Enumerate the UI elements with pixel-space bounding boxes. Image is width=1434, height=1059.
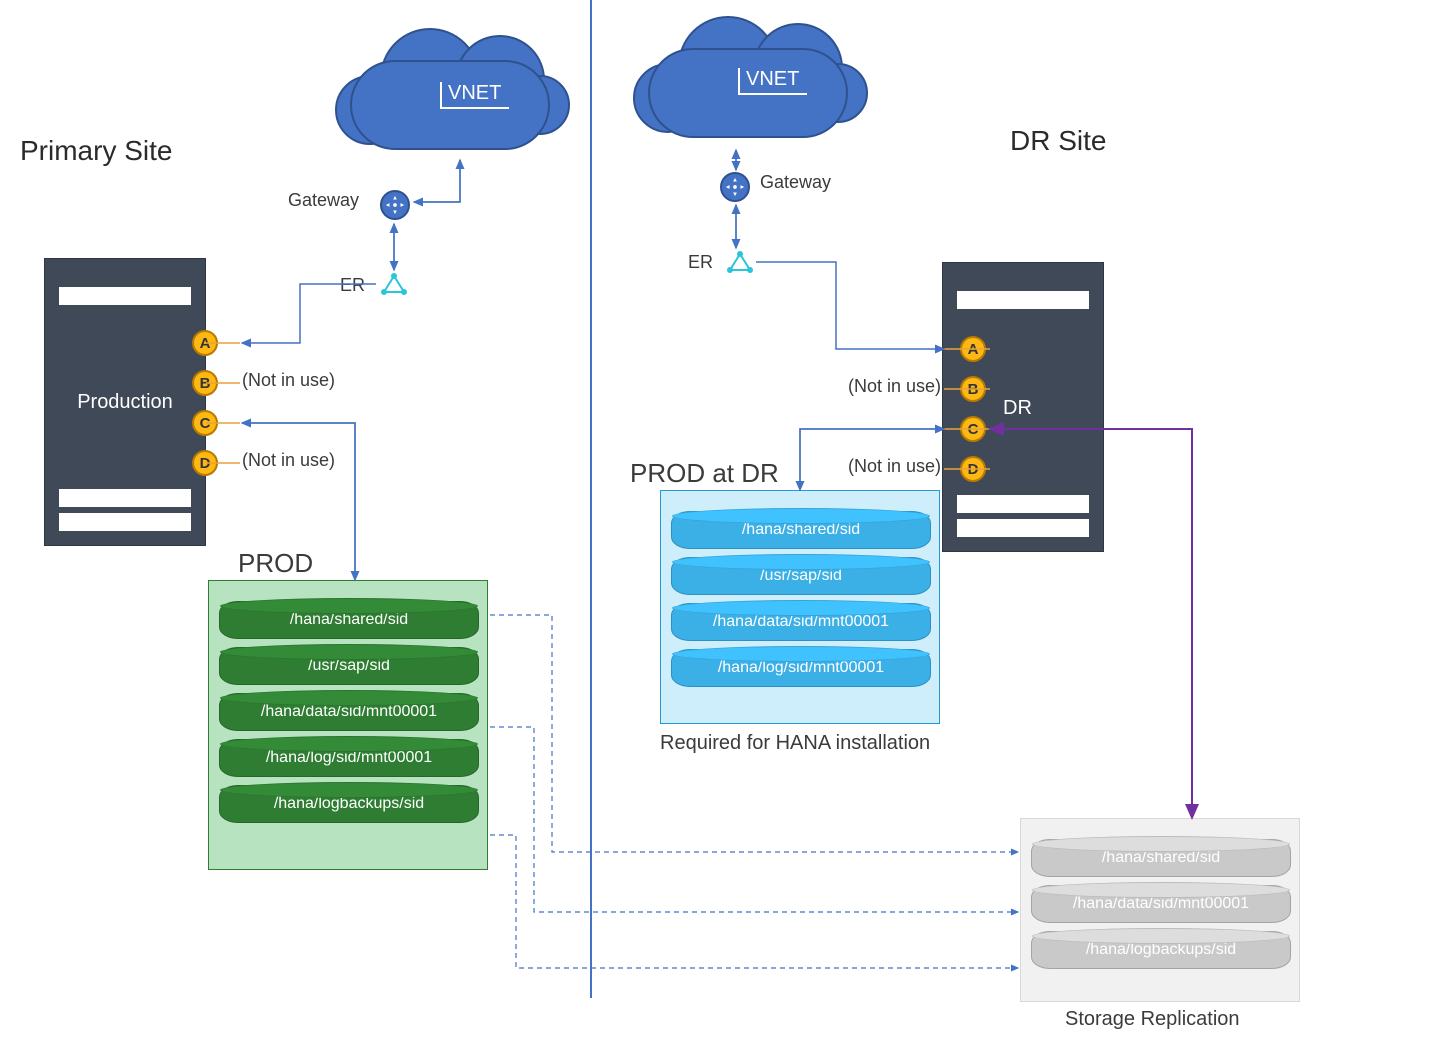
dr-er-label: ER xyxy=(688,252,713,273)
server-slot xyxy=(59,489,191,507)
dr-port-b-note: (Not in use) xyxy=(848,376,941,397)
proddr-group-title: PROD at DR xyxy=(630,458,779,489)
proddr-storage: /hana/shared/sid /usr/sap/sid /hana/data… xyxy=(660,490,940,724)
primary-server: Production xyxy=(44,258,206,546)
dr-site-title: DR Site xyxy=(1010,125,1106,157)
disk: /hana/log/sid/mnt00001 xyxy=(219,739,479,777)
disk: /hana/logbackups/sid xyxy=(219,785,479,823)
primary-gateway-icon xyxy=(380,190,410,220)
vnet-label: VNET xyxy=(738,68,807,95)
dr-port-c: C xyxy=(960,416,986,442)
dr-port-b: B xyxy=(960,376,986,402)
server-slot xyxy=(59,513,191,531)
vnet-label: VNET xyxy=(440,82,509,109)
primary-port-b-note: (Not in use) xyxy=(242,370,335,391)
disk: /hana/shared/sid xyxy=(219,601,479,639)
primary-server-title: Production xyxy=(45,391,205,414)
primary-port-d: D xyxy=(192,450,218,476)
replication-storage: /hana/shared/sid /hana/data/sid/mnt00001… xyxy=(1020,818,1300,1002)
primary-port-c: C xyxy=(192,410,218,436)
disk: /hana/data/sid/mnt00001 xyxy=(219,693,479,731)
primary-port-d-note: (Not in use) xyxy=(242,450,335,471)
dr-gateway-icon xyxy=(720,172,750,202)
prod-group-title: PROD xyxy=(238,548,313,579)
server-slot xyxy=(957,519,1089,537)
dr-port-d-note: (Not in use) xyxy=(848,456,941,477)
server-slot xyxy=(957,291,1089,309)
primary-port-a: A xyxy=(192,330,218,356)
primary-site-title: Primary Site xyxy=(20,135,172,167)
dr-gateway-label: Gateway xyxy=(760,172,831,193)
disk: /hana/shared/sid xyxy=(671,511,931,549)
primary-port-b: B xyxy=(192,370,218,396)
disk: /usr/sap/sid xyxy=(671,557,931,595)
dr-port-d: D xyxy=(960,456,986,482)
disk: /usr/sap/sid xyxy=(219,647,479,685)
disk: /hana/log/sid/mnt00001 xyxy=(671,649,931,687)
dr-server: DR xyxy=(942,262,1104,552)
dr-port-a: A xyxy=(960,336,986,362)
dr-vnet-cloud: VNET xyxy=(648,8,888,158)
dr-server-title: DR xyxy=(1003,397,1032,420)
primary-er-label: ER xyxy=(340,275,365,296)
disk: /hana/data/sid/mnt00001 xyxy=(1031,885,1291,923)
hana-note: Required for HANA installation xyxy=(660,732,930,755)
site-divider xyxy=(590,0,592,998)
disk: /hana/logbackups/sid xyxy=(1031,931,1291,969)
prod-storage: /hana/shared/sid /usr/sap/sid /hana/data… xyxy=(208,580,488,870)
server-slot xyxy=(957,495,1089,513)
disk: /hana/shared/sid xyxy=(1031,839,1291,877)
primary-er-icon xyxy=(380,272,408,296)
primary-gateway-label: Gateway xyxy=(288,190,359,211)
disk: /hana/data/sid/mnt00001 xyxy=(671,603,931,641)
replication-caption: Storage Replication xyxy=(1065,1008,1240,1031)
primary-vnet-cloud: VNET xyxy=(350,20,590,170)
server-slot xyxy=(59,287,191,305)
diagram-canvas: Primary Site DR Site VNET Gateway ER Pro… xyxy=(0,0,1434,1059)
dr-er-icon xyxy=(726,250,754,274)
